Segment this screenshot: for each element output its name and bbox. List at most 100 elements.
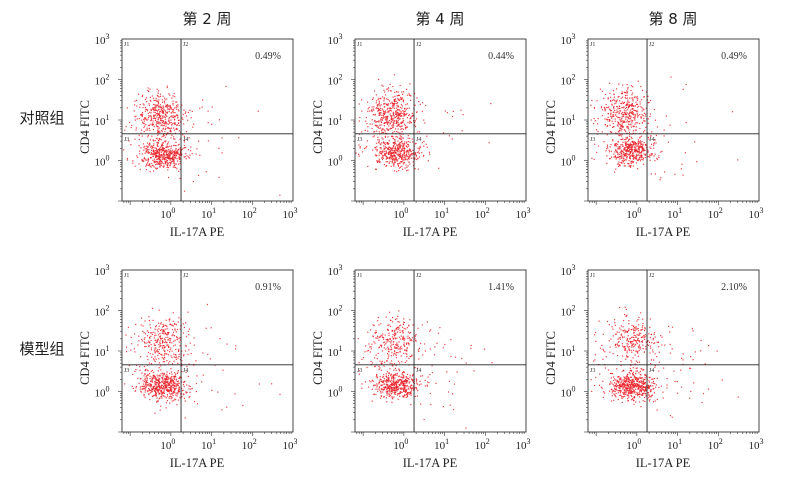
data-point (637, 80, 639, 82)
data-point (161, 392, 163, 394)
data-point (143, 146, 145, 148)
data-point (164, 382, 166, 385)
data-point (148, 127, 150, 129)
data-point (164, 158, 166, 160)
data-point (172, 122, 174, 124)
data-point (398, 383, 400, 385)
data-point (161, 111, 163, 113)
data-point (380, 362, 382, 364)
data-point (618, 123, 620, 125)
data-point (621, 128, 623, 130)
data-point (143, 366, 146, 368)
data-point (146, 146, 148, 148)
data-point (414, 120, 416, 122)
data-point (605, 106, 607, 109)
data-point (150, 363, 153, 365)
data-point (405, 142, 408, 144)
data-point (414, 143, 416, 145)
data-point (391, 336, 394, 338)
data-point (410, 153, 412, 155)
data-point (404, 108, 406, 110)
data-point (385, 343, 387, 345)
data-point (152, 120, 154, 122)
data-point (405, 380, 408, 383)
data-point (639, 145, 642, 147)
data-point (159, 389, 161, 391)
data-point (629, 142, 631, 144)
data-point (182, 134, 184, 136)
data-point (173, 151, 175, 153)
data-point (638, 156, 641, 159)
data-point (147, 109, 149, 111)
data-point (182, 118, 184, 120)
data-point (141, 113, 143, 115)
data-point (164, 346, 166, 348)
data-point (135, 127, 137, 129)
data-point (151, 379, 153, 381)
data-point (626, 127, 628, 129)
data-point (396, 385, 398, 387)
data-point (621, 343, 623, 345)
data-point (614, 109, 616, 111)
data-point (167, 381, 169, 383)
data-point (399, 331, 401, 333)
data-point (406, 343, 408, 345)
data-point (128, 121, 131, 123)
data-point (149, 129, 151, 131)
data-point (377, 316, 379, 319)
data-point (611, 99, 614, 101)
data-point (393, 154, 395, 156)
data-point (162, 147, 164, 149)
data-point (401, 98, 403, 100)
x-tick-label: 103 (749, 206, 764, 221)
data-point (380, 151, 382, 153)
data-point (372, 136, 374, 138)
data-point (408, 337, 411, 339)
data-point (407, 337, 409, 339)
data-point (408, 158, 410, 160)
data-point (166, 344, 168, 346)
data-point (633, 156, 635, 158)
data-point (685, 83, 687, 86)
data-point (632, 119, 634, 122)
data-point (145, 342, 147, 344)
data-point (647, 102, 649, 104)
data-point (422, 102, 424, 104)
data-point (621, 143, 623, 146)
data-point (386, 389, 388, 391)
data-point (624, 113, 626, 115)
data-point (154, 147, 156, 149)
data-point (163, 330, 165, 332)
data-point (146, 127, 148, 129)
data-point (152, 164, 154, 167)
data-point (185, 371, 187, 373)
data-point (163, 383, 165, 385)
data-point (400, 338, 402, 340)
data-point (406, 146, 408, 148)
data-point (171, 124, 173, 126)
data-point (626, 352, 628, 354)
data-point (364, 129, 366, 131)
quadrant-label: J1 (124, 273, 129, 279)
data-point (184, 112, 186, 114)
data-point (167, 376, 169, 378)
data-point (157, 122, 159, 124)
data-point (396, 150, 398, 152)
data-point (399, 99, 401, 101)
data-point (167, 127, 169, 129)
data-point (172, 320, 174, 322)
data-point (385, 155, 387, 157)
data-point (684, 152, 686, 154)
data-point (628, 114, 630, 116)
data-point (155, 358, 157, 360)
data-point (378, 347, 380, 349)
data-point (396, 109, 398, 111)
data-point (389, 341, 391, 343)
data-point (154, 378, 156, 380)
data-point (175, 373, 177, 375)
data-point (597, 117, 599, 120)
data-point (620, 120, 622, 122)
data-point (158, 346, 160, 348)
data-point (135, 387, 137, 389)
data-point (397, 398, 399, 400)
